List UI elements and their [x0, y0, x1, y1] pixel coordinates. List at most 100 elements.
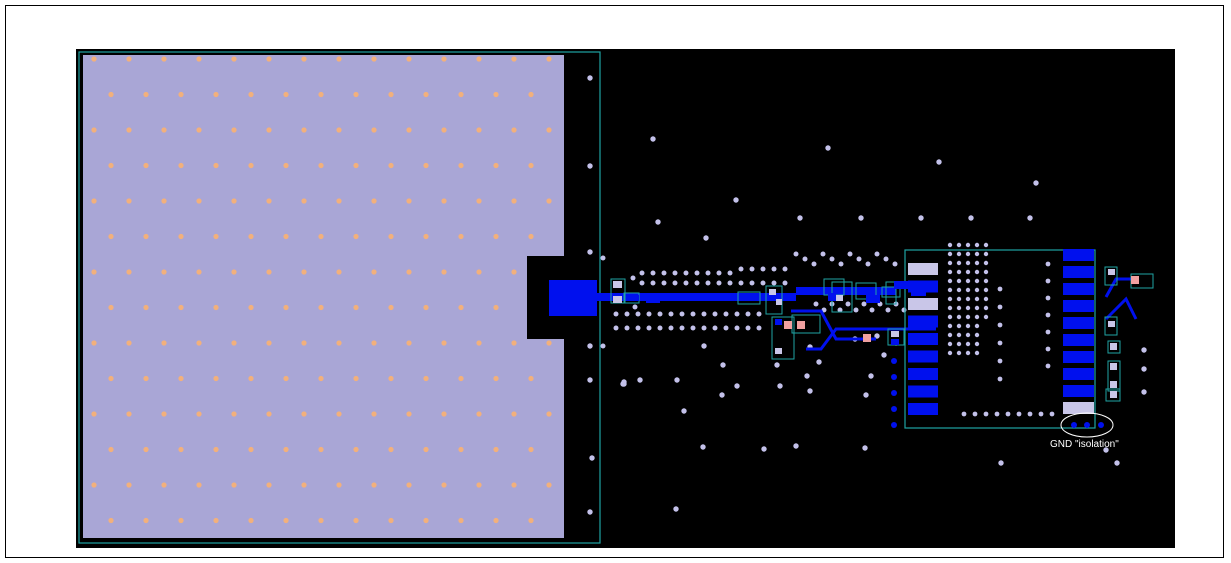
via [679, 325, 685, 331]
thermal-via [336, 482, 342, 488]
feed-trace-2 [796, 287, 896, 295]
module-pads [894, 249, 1094, 415]
via [997, 358, 1003, 364]
via [974, 305, 980, 311]
via [646, 311, 652, 317]
thermal-via [546, 127, 552, 133]
thermal-via [143, 233, 149, 240]
thermal-via [336, 56, 342, 62]
thermal-via [283, 162, 289, 169]
via [1045, 261, 1051, 267]
via [845, 301, 851, 307]
pad [891, 331, 899, 337]
thermal-via [108, 233, 114, 240]
via [756, 311, 762, 317]
thermal-via [528, 446, 534, 453]
via [891, 406, 897, 412]
via [587, 249, 593, 255]
via [807, 388, 813, 394]
thermal-via [353, 517, 359, 524]
thermal-via [423, 91, 429, 98]
via [983, 411, 989, 417]
via [1049, 411, 1055, 417]
via [760, 266, 766, 272]
via [865, 261, 871, 267]
via [974, 287, 980, 293]
thermal-via [493, 162, 499, 169]
pad [741, 295, 749, 301]
via [891, 358, 897, 364]
via [994, 411, 1000, 417]
module-pad [908, 280, 938, 293]
module-pad [908, 350, 938, 363]
module-pad [908, 263, 938, 275]
thermal-via [161, 340, 167, 346]
via [974, 296, 980, 302]
thermal-via [388, 91, 394, 98]
thermal-via [441, 269, 447, 275]
thermal-via [546, 340, 552, 346]
via [613, 325, 619, 331]
via [965, 323, 971, 329]
via [668, 325, 674, 331]
via [683, 280, 689, 286]
thermal-via [441, 198, 447, 204]
feed-line-vias [600, 251, 907, 349]
via [673, 506, 679, 512]
thermal-via [161, 127, 167, 133]
trace-route-4 [1104, 296, 1138, 321]
via [716, 270, 722, 276]
gnd-via [1084, 422, 1090, 428]
thermal-via [441, 56, 447, 62]
thermal-via [318, 162, 324, 169]
via [624, 311, 630, 317]
via [956, 287, 962, 293]
component-outline [737, 291, 761, 305]
via [793, 443, 799, 449]
thermal-via [388, 517, 394, 524]
thermal-via [126, 198, 132, 204]
via [874, 333, 880, 339]
via [974, 341, 980, 347]
via [705, 280, 711, 286]
pad [836, 295, 843, 301]
thermal-via [126, 127, 132, 133]
thermal-via [231, 198, 237, 204]
thermal-via [406, 269, 412, 275]
pad [1108, 269, 1115, 275]
module-pad [1063, 249, 1094, 261]
via [881, 352, 887, 358]
via [700, 444, 706, 450]
via [802, 256, 808, 262]
via [956, 260, 962, 266]
thermal-via [546, 56, 552, 62]
thermal-via [423, 446, 429, 453]
via [974, 251, 980, 257]
thermal-via [353, 375, 359, 382]
thermal-via [458, 91, 464, 98]
gnd-isolation-ellipse [1060, 412, 1114, 438]
thermal-via [91, 127, 97, 133]
via [782, 266, 788, 272]
via [734, 383, 740, 389]
via [965, 314, 971, 320]
via [771, 280, 777, 286]
thermal-via [371, 340, 377, 346]
thermal-via [511, 482, 517, 488]
via [853, 307, 859, 313]
via [1045, 278, 1051, 284]
via [727, 280, 733, 286]
thermal-via [266, 269, 272, 275]
via [661, 280, 667, 286]
via [771, 266, 777, 272]
thermal-via [126, 269, 132, 275]
pad [784, 321, 792, 329]
module-pad [1063, 402, 1094, 414]
module-pad [1063, 317, 1094, 329]
via [635, 311, 641, 317]
via [998, 460, 1004, 466]
via [965, 341, 971, 347]
via [804, 373, 810, 379]
thermal-via [371, 198, 377, 204]
pad [797, 321, 805, 329]
